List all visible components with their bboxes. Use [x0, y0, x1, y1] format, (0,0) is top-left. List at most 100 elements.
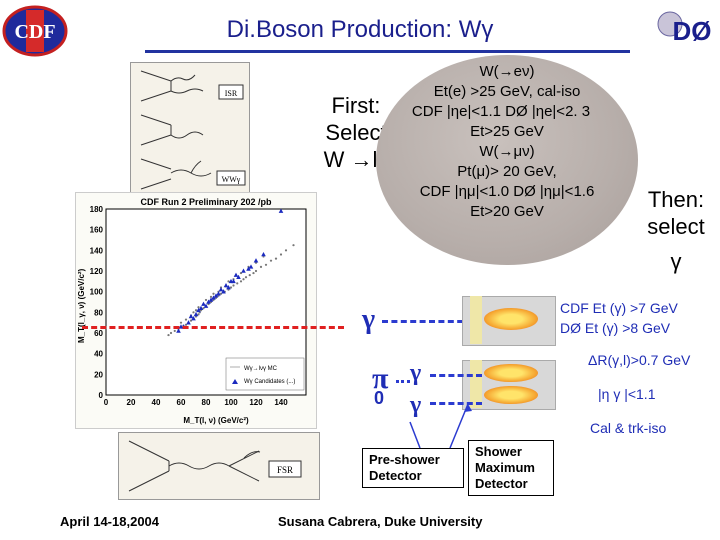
shower-blob-1	[484, 308, 538, 330]
mc-point	[212, 292, 215, 295]
mt-cut-line	[82, 326, 344, 329]
candidate-point	[253, 258, 259, 263]
we-line3: Et>25 GeV	[470, 123, 544, 140]
title-underline	[145, 50, 630, 53]
x-tick-label: 40	[152, 398, 161, 407]
pi0-dots	[396, 380, 410, 383]
candidate-point	[218, 287, 224, 292]
photon-track-2	[430, 374, 482, 377]
candidate-point	[221, 289, 226, 294]
candidate-point	[226, 285, 231, 290]
plot-ylabel: M_T(l_γ, ν) (GeV/c²)	[77, 268, 86, 343]
x-tick-label: 0	[104, 398, 109, 407]
candidate-point	[231, 278, 236, 284]
wwg-label: WWγ	[222, 175, 241, 184]
mc-point	[184, 318, 188, 321]
mc-point	[254, 269, 258, 273]
candidate-point	[176, 328, 181, 333]
pi0-subscript: 0	[374, 388, 385, 408]
y-tick-label: 100	[90, 288, 104, 297]
feynman-diagram-bottom: FSR	[118, 432, 320, 500]
mc-point	[274, 257, 278, 260]
cut-d0-et: DØ Et (γ) >8 GeV	[560, 320, 671, 336]
candidate-point	[201, 301, 206, 306]
cut-iso: Cal & trk-iso	[590, 420, 667, 436]
isr-label: ISR	[225, 89, 238, 98]
photon-gamma3: γ	[410, 392, 422, 418]
x-tick-label: 120	[249, 398, 263, 407]
candidate-point	[216, 291, 221, 296]
candidate-point	[241, 268, 246, 273]
candidate-point	[198, 305, 204, 310]
y-tick-label: 80	[94, 308, 103, 317]
legend-mc: Wγ→lνγ MC	[244, 366, 278, 372]
cdf-logo: CDF	[2, 4, 68, 58]
mc-point	[194, 309, 198, 312]
x-tick-label: 100	[224, 398, 238, 407]
preshower-label: Pre-shower Detector	[362, 448, 464, 488]
mc-point	[179, 321, 183, 324]
mc-point	[269, 259, 273, 262]
footer-author: Susana Cabrera, Duke University	[278, 514, 483, 529]
then-label: Then:	[647, 187, 705, 212]
mc-point	[264, 263, 268, 266]
y-tick-label: 60	[94, 329, 103, 338]
detector-lower-strip	[470, 360, 482, 408]
candidate-point	[236, 274, 241, 279]
candidate-point	[196, 307, 201, 313]
y-tick-label: 180	[90, 205, 104, 214]
detector-upper-strip	[470, 296, 482, 344]
candidate-point	[278, 208, 284, 213]
photon-track-1	[382, 320, 482, 323]
gamma-symbol: γ	[670, 249, 682, 274]
then-select-label: select	[647, 214, 705, 239]
then-select-block: Then: select γ	[632, 186, 720, 275]
mc-point	[259, 265, 263, 268]
cdf-logo-text: CDF	[14, 21, 55, 43]
wm-line1: Pt(μ)> 20 GeV,	[457, 163, 557, 180]
plot-title: CDF Run 2 Preliminary 202 /pb	[140, 197, 272, 207]
first-label: First:	[331, 93, 381, 118]
cut-cdf-et: CDF Et (γ) >7 GeV	[560, 300, 678, 316]
candidate-point	[206, 299, 211, 304]
mc-point	[197, 313, 200, 316]
legend-candidates: Wγ Candidates (...)	[244, 379, 295, 385]
y-tick-label: 40	[94, 350, 103, 359]
plot-xlabel: M_T(l, ν) (GeV/c²)	[183, 416, 249, 425]
mc-point	[227, 280, 230, 283]
mt-scatter-plot: CDF Run 2 Preliminary 202 /pb M_T(l_γ, ν…	[75, 192, 317, 429]
candidate-point	[188, 313, 194, 319]
shower-blob-2	[484, 364, 538, 382]
mc-point	[229, 286, 233, 289]
cut-dr: ΔR(γ,l)>0.7 GeV	[588, 352, 691, 368]
mc-point	[209, 295, 213, 298]
pi0-symbol: π	[372, 362, 389, 395]
candidate-point	[213, 293, 219, 298]
cut-eta: |η γ |<1.1	[598, 386, 656, 402]
w-selection-bubble	[376, 55, 638, 265]
mc-point	[197, 306, 200, 309]
candidate-point	[261, 251, 266, 257]
shower-max-label: Shower Maximum Detector	[468, 440, 554, 496]
wm-title: W(→μν)	[479, 143, 535, 160]
y-tick-label: 160	[90, 226, 104, 235]
x-tick-label: 140	[274, 398, 288, 407]
y-tick-label: 140	[90, 246, 104, 255]
candidate-point	[211, 295, 216, 300]
we-line1: Et(e) >25 GeV, cal-iso	[433, 83, 581, 100]
mc-point	[236, 282, 239, 285]
we-line2: CDF |ηe|<1.1 DØ |ηe|<2. 3	[411, 103, 591, 120]
footer-date: April 14-18,2004	[60, 514, 160, 529]
photon-gamma2: γ	[410, 360, 422, 386]
mc-point	[292, 244, 295, 247]
w-selection-text: W(→eν) Et(e) >25 GeV, cal-iso CDF |ηe|<1…	[382, 62, 632, 222]
mc-point	[242, 278, 245, 281]
candidate-point	[203, 303, 209, 308]
shower-blob-3	[484, 386, 538, 404]
candidate-point	[191, 316, 196, 321]
mc-point	[169, 331, 173, 335]
candidate-point	[223, 282, 229, 288]
feynman-diagrams-top: ISR WWγ	[130, 62, 250, 194]
mc-point	[252, 271, 255, 275]
candidate-point	[246, 266, 251, 271]
